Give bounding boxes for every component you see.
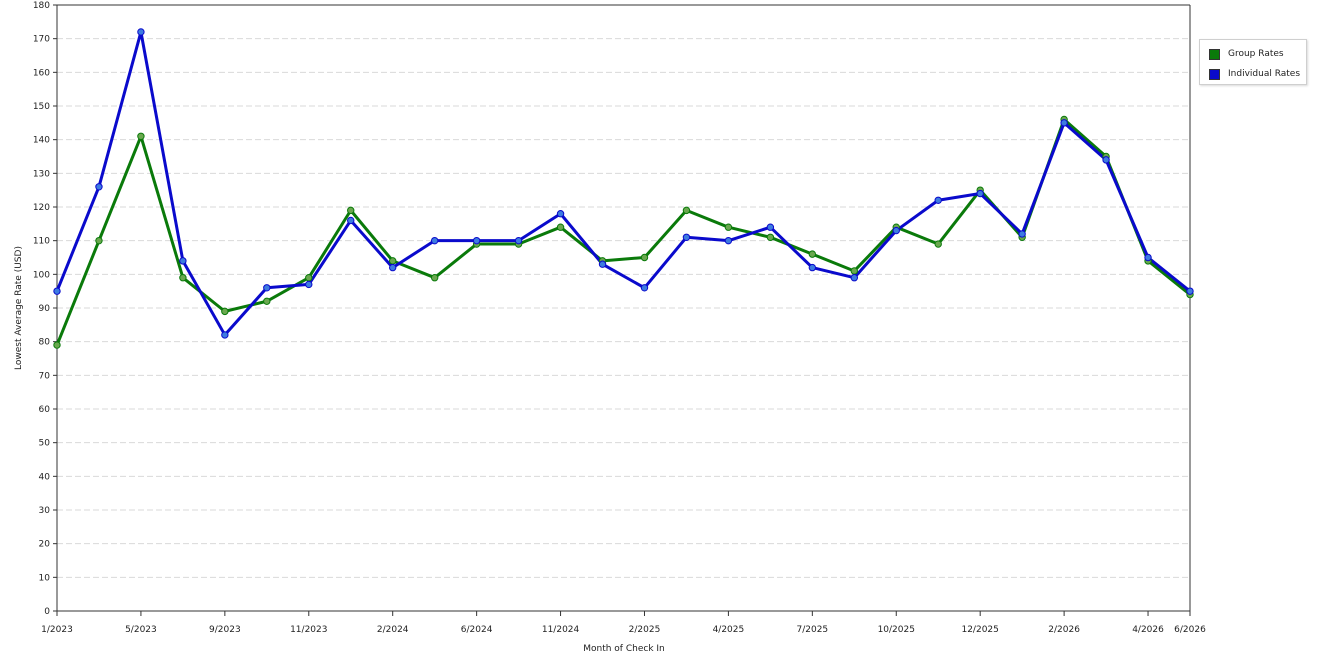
data-point-individual-rates — [556, 210, 565, 218]
y-tick-label: 20 — [39, 540, 51, 550]
x-tick-label: 9/2023 — [209, 625, 241, 635]
data-point-individual-rates — [514, 236, 523, 245]
data-point-group-rates — [556, 223, 565, 231]
data-point-individual-rates — [640, 284, 649, 292]
data-point-individual-rates — [1144, 253, 1152, 262]
data-point-group-rates — [430, 274, 439, 282]
data-point-individual-rates — [598, 260, 607, 268]
data-point-individual-rates — [472, 236, 481, 245]
data-point-group-rates — [808, 250, 817, 258]
axes — [53, 4, 1191, 616]
y-tick-label: 170 — [33, 35, 50, 45]
chart-legend: Group Rates Individual Rates — [1199, 39, 1307, 85]
x-tick-label: 7/2025 — [796, 625, 828, 635]
data-point-individual-rates — [347, 216, 355, 225]
data-point-individual-rates — [95, 183, 103, 191]
y-tick-label: 110 — [33, 237, 50, 247]
x-tick-label: 1/2023 — [41, 625, 73, 635]
data-point-individual-rates — [137, 28, 145, 36]
x-tick-label: 11/2023 — [290, 625, 327, 635]
data-point-group-rates — [640, 253, 649, 262]
y-tick-label: 40 — [39, 472, 51, 482]
x-tick-label: 5/2023 — [125, 625, 157, 635]
data-point-individual-rates — [389, 263, 397, 272]
data-point-group-rates — [724, 223, 733, 231]
data-point-group-rates — [53, 341, 61, 349]
data-point-individual-rates — [766, 223, 775, 231]
data-point-group-rates — [934, 240, 942, 248]
data-point-group-rates — [682, 206, 691, 215]
x-tick-label: 6/2026 — [1174, 625, 1206, 635]
x-tick-label: 4/2025 — [713, 625, 745, 635]
series-points — [53, 28, 1194, 349]
x-axis-title: Month of Check In — [583, 644, 665, 654]
y-tick-label: 60 — [39, 405, 51, 415]
data-point-individual-rates — [263, 284, 271, 292]
data-point-group-rates — [850, 267, 858, 275]
data-point-individual-rates — [682, 233, 691, 242]
data-point-individual-rates — [850, 274, 858, 282]
legend-label-individual-rates: Individual Rates — [1228, 69, 1301, 79]
data-point-individual-rates — [1186, 287, 1194, 295]
y-tick-label: 100 — [33, 270, 50, 280]
y-tick-label: 180 — [33, 1, 50, 11]
data-point-group-rates — [137, 132, 145, 141]
legend-swatch-individual-rates — [1209, 68, 1220, 80]
x-tick-label: 2/2025 — [629, 625, 661, 635]
series-line-individual-rates — [55, 30, 1192, 337]
data-point-individual-rates — [934, 196, 942, 204]
data-point-group-rates — [95, 236, 103, 245]
data-point-group-rates — [221, 307, 229, 316]
y-tick-label: 80 — [39, 338, 51, 348]
data-point-individual-rates — [1018, 230, 1026, 238]
x-tick-label: 2/2024 — [377, 625, 409, 635]
y-axis-title: Lowest Average Rate (USD) — [14, 246, 24, 370]
data-point-group-rates — [305, 274, 313, 282]
y-tick-label: 140 — [33, 136, 50, 146]
y-tick-label: 10 — [39, 573, 51, 583]
y-tick-label: 120 — [33, 203, 50, 213]
y-tick-label: 50 — [39, 439, 51, 449]
data-point-individual-rates — [221, 331, 229, 339]
x-tick-label: 10/2025 — [878, 625, 915, 635]
data-point-individual-rates — [808, 263, 817, 272]
y-tick-label: 160 — [33, 68, 50, 78]
legend-item-group-rates: Group Rates — [1209, 47, 1284, 61]
data-point-individual-rates — [976, 189, 984, 198]
data-point-individual-rates — [53, 287, 61, 295]
data-point-individual-rates — [724, 236, 733, 245]
data-point-individual-rates — [305, 280, 313, 289]
x-tick-label: 12/2025 — [961, 625, 998, 635]
y-tick-label: 70 — [39, 371, 51, 381]
x-tick-label: 4/2026 — [1132, 625, 1164, 635]
x-tick-label: 2/2026 — [1048, 625, 1080, 635]
legend-swatch-group-rates — [1209, 48, 1220, 60]
legend-item-individual-rates: Individual Rates — [1209, 67, 1300, 81]
y-tick-label: 0 — [44, 607, 50, 617]
gridlines — [57, 4, 1190, 578]
tick-labels: 0 10 20 30 40 50 60 70 80 90 100 110 120 130 140 150 160… — [33, 1, 1206, 635]
data-point-group-rates — [389, 257, 397, 265]
data-point-group-rates — [347, 206, 355, 215]
x-tick-label: 11/2024 — [542, 625, 580, 635]
y-tick-label: 90 — [39, 304, 51, 314]
y-tick-label: 130 — [33, 169, 50, 179]
series-lines — [55, 30, 1192, 347]
legend-label-group-rates: Group Rates — [1228, 49, 1284, 59]
data-point-group-rates — [179, 274, 187, 282]
data-point-group-rates — [263, 297, 271, 305]
data-point-individual-rates — [892, 226, 900, 235]
x-tick-label: 6/2024 — [461, 625, 493, 635]
data-point-group-rates — [766, 233, 775, 242]
y-tick-label: 30 — [39, 506, 51, 516]
data-point-individual-rates — [1102, 156, 1110, 164]
data-point-individual-rates — [430, 236, 439, 245]
data-point-individual-rates — [1060, 119, 1068, 127]
y-tick-label: 150 — [33, 102, 50, 112]
data-point-individual-rates — [179, 257, 187, 265]
